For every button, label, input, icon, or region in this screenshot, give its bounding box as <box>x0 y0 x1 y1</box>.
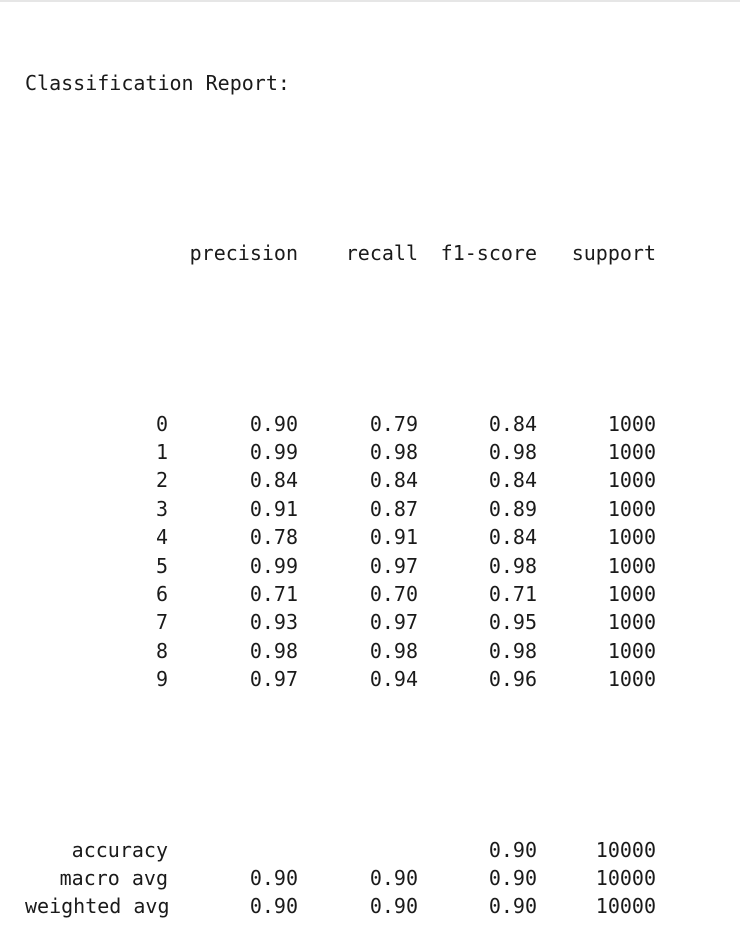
class-row: 7 0.93 0.97 0.95 1000 <box>25 608 656 636</box>
recall-value: 0.70 <box>369 581 418 606</box>
class-row: 3 0.91 0.87 0.89 1000 <box>25 495 656 523</box>
summary-row: accuracy 0.90 10000 <box>25 836 656 864</box>
precision-value: 0.90 <box>249 894 298 919</box>
row-label: 3 <box>155 496 168 521</box>
support-value: 10000 <box>595 865 656 890</box>
precision-value: 0.84 <box>249 468 298 493</box>
support-value: 1000 <box>607 667 656 692</box>
header-support: support <box>571 241 656 266</box>
classification-report-output: Classification Report: precision recall f1… <box>25 12 656 949</box>
f1-score-value: 0.84 <box>488 411 537 436</box>
recall-value: 0.94 <box>369 667 418 692</box>
class-row: 9 0.97 0.94 0.96 1000 <box>25 665 656 693</box>
support-value: 10000 <box>595 837 656 862</box>
recall-value: 0.98 <box>369 440 418 465</box>
f1-score-value: 0.89 <box>488 496 537 521</box>
support-value: 1000 <box>607 581 656 606</box>
row-label: weighted avg <box>25 894 170 919</box>
precision-value: 0.90 <box>249 411 298 436</box>
output-cell-top-border <box>0 0 740 2</box>
summary-rows: accuracy 0.90 10000 macro avg 0.90 0.90 0.90 10… <box>25 836 656 921</box>
class-row: 4 0.78 0.91 0.84 1000 <box>25 523 656 551</box>
row-label: 0 <box>155 411 168 436</box>
row-label: macro avg <box>59 865 168 890</box>
f1-score-value: 0.96 <box>488 667 537 692</box>
recall-value: 0.90 <box>369 865 418 890</box>
class-row: 2 0.84 0.84 0.84 1000 <box>25 466 656 494</box>
row-label: 9 <box>155 667 168 692</box>
f1-score-value: 0.98 <box>488 638 537 663</box>
precision-value: 0.98 <box>249 638 298 663</box>
blank-line <box>25 154 656 182</box>
precision-value: 0.93 <box>249 610 298 635</box>
class-row: 0 0.90 0.79 0.84 1000 <box>25 410 656 438</box>
support-value: 1000 <box>607 411 656 436</box>
precision-value: 0.71 <box>249 581 298 606</box>
f1-score-value: 0.84 <box>488 468 537 493</box>
precision-value: 0.99 <box>249 553 298 578</box>
class-row: 5 0.99 0.97 0.98 1000 <box>25 552 656 580</box>
f1-score-value: 0.84 <box>488 525 537 550</box>
precision-value: 0.91 <box>249 496 298 521</box>
f1-score-value: 0.98 <box>488 553 537 578</box>
support-value: 1000 <box>607 610 656 635</box>
f1-score-value: 0.71 <box>488 581 537 606</box>
blank-line <box>25 750 656 778</box>
support-value: 1000 <box>607 468 656 493</box>
row-label: 4 <box>155 525 168 550</box>
recall-value: 0.84 <box>369 468 418 493</box>
report-title: Classification Report: <box>25 70 290 95</box>
header-recall: recall <box>345 241 418 266</box>
recall-value: 0.98 <box>369 638 418 663</box>
row-label: 2 <box>155 468 168 493</box>
precision-value: 0.90 <box>249 865 298 890</box>
class-row: 6 0.71 0.70 0.71 1000 <box>25 580 656 608</box>
class-rows: 0 0.90 0.79 0.84 1000 1 0.99 0.98 0.98 1000 2 0.84 0… <box>25 410 656 694</box>
recall-value: 0.97 <box>369 610 418 635</box>
recall-value: 0.97 <box>369 553 418 578</box>
row-label: 8 <box>155 638 168 663</box>
f1-score-value: 0.90 <box>488 837 537 862</box>
class-row: 8 0.98 0.98 0.98 1000 <box>25 637 656 665</box>
support-value: 1000 <box>607 638 656 663</box>
precision-value: 0.78 <box>249 525 298 550</box>
row-label: 6 <box>155 581 168 606</box>
recall-value: 0.87 <box>369 496 418 521</box>
f1-score-value: 0.90 <box>488 865 537 890</box>
f1-score-value: 0.90 <box>488 894 537 919</box>
f1-score-value: 0.98 <box>488 440 537 465</box>
row-label: 5 <box>155 553 168 578</box>
recall-value: 0.90 <box>369 894 418 919</box>
blank-line <box>25 324 656 352</box>
row-label: accuracy <box>71 837 168 862</box>
recall-value: 0.91 <box>369 525 418 550</box>
support-value: 1000 <box>607 440 656 465</box>
support-value: 1000 <box>607 553 656 578</box>
header-row: precision recall f1-score support <box>25 239 656 267</box>
row-label: 7 <box>155 610 168 635</box>
f1-score-value: 0.95 <box>488 610 537 635</box>
class-row: 1 0.99 0.98 0.98 1000 <box>25 438 656 466</box>
support-value: 1000 <box>607 496 656 521</box>
row-label: 1 <box>155 440 168 465</box>
support-value: 10000 <box>595 894 656 919</box>
summary-row: weighted avg 0.90 0.90 0.90 10000 <box>25 892 656 920</box>
header-f1-score: f1-score <box>440 241 537 266</box>
precision-value: 0.99 <box>249 440 298 465</box>
support-value: 1000 <box>607 525 656 550</box>
precision-value: 0.97 <box>249 667 298 692</box>
recall-value: 0.79 <box>369 411 418 436</box>
summary-row: macro avg 0.90 0.90 0.90 10000 <box>25 864 656 892</box>
header-precision: precision <box>189 241 298 266</box>
